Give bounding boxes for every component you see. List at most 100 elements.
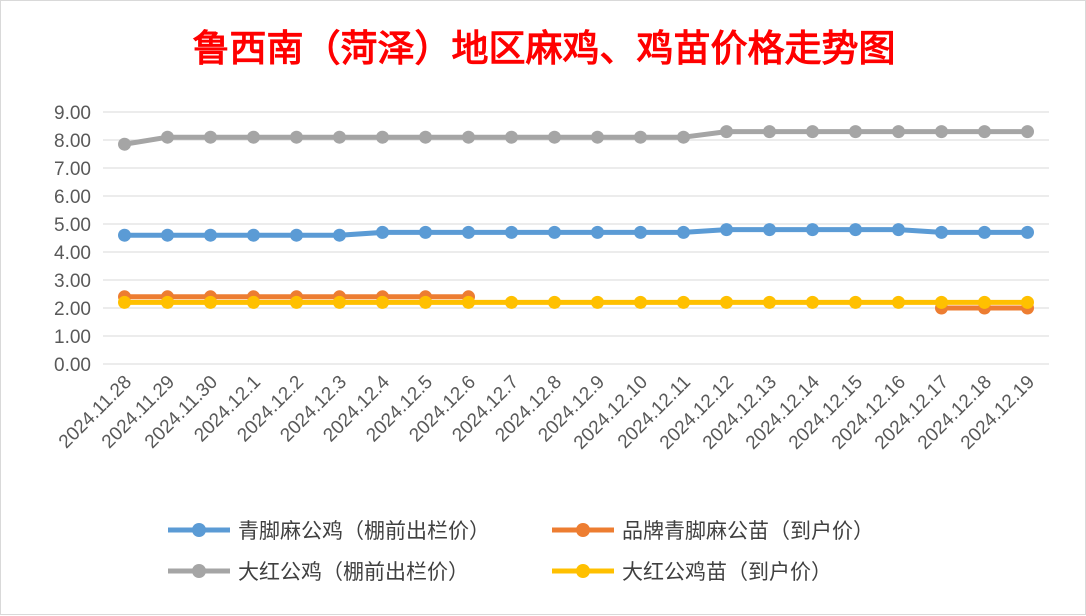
data-point: [505, 130, 518, 144]
series-line: [122, 227, 1030, 238]
legend-swatch-marker: [192, 564, 206, 578]
data-point: [634, 295, 647, 309]
data-point: [978, 225, 991, 239]
data-point: [247, 130, 260, 144]
data-point: [763, 125, 776, 139]
data-point: [892, 125, 905, 139]
series-3: [118, 295, 1034, 309]
data-point: [462, 295, 475, 309]
legend-swatch-marker: [192, 523, 206, 537]
data-point: [892, 223, 905, 237]
legend-item: 品牌青脚麻公苗（到户价）: [552, 519, 874, 543]
data-point: [1021, 125, 1034, 139]
data-point: [204, 228, 217, 242]
x-axis-ticks: 2024.11.282024.11.292024.11.302024.12.12…: [55, 371, 1039, 453]
gridlines: [103, 111, 1049, 365]
data-point: [333, 228, 346, 242]
data-point: [1021, 295, 1034, 309]
series-line: [122, 129, 1030, 147]
legend-label: 大红公鸡苗（到户价）: [622, 560, 832, 584]
y-tick-label: 4.00: [54, 243, 91, 264]
data-point: [591, 295, 604, 309]
data-point: [677, 295, 690, 309]
data-point: [161, 228, 174, 242]
legend-label: 品牌青脚麻公苗（到户价）: [622, 519, 874, 543]
y-tick-label: 7.00: [54, 159, 91, 180]
data-point: [376, 295, 389, 309]
y-tick-label: 5.00: [54, 215, 91, 236]
data-point: [462, 225, 475, 239]
data-point: [548, 130, 561, 144]
data-point: [978, 125, 991, 139]
data-point: [204, 295, 217, 309]
y-tick-label: 6.00: [54, 187, 91, 208]
data-point: [204, 130, 217, 144]
data-point: [247, 295, 260, 309]
data-point: [935, 225, 948, 239]
legend: 青脚麻公鸡（棚前出栏价） 品牌青脚麻公苗（到户价） 大红公鸡（棚前出栏价） 大红公鸡苗…: [168, 519, 874, 584]
data-point: [978, 295, 991, 309]
series-group: [118, 125, 1034, 315]
data-point: [849, 295, 862, 309]
y-axis-ticks: 0.00 1.00 2.00 3.00 4.00 5.00 6.00 7.00 8.00 9.00: [54, 103, 91, 376]
data-point: [720, 223, 733, 237]
data-point: [419, 295, 432, 309]
legend-label: 青脚麻公鸡（棚前出栏价）: [238, 519, 490, 543]
series-0: [118, 223, 1034, 242]
data-point: [634, 225, 647, 239]
data-point: [118, 228, 131, 242]
data-point: [376, 130, 389, 144]
legend-item: 大红公鸡（棚前出栏价）: [168, 560, 469, 584]
data-point: [720, 295, 733, 309]
data-point: [419, 130, 432, 144]
legend-swatch-marker: [576, 523, 590, 537]
y-tick-label: 8.00: [54, 131, 91, 152]
data-point: [247, 228, 260, 242]
data-point: [118, 295, 131, 309]
data-point: [591, 225, 604, 239]
data-point: [462, 130, 475, 144]
data-point: [634, 130, 647, 144]
data-point: [849, 223, 862, 237]
y-tick-label: 9.00: [54, 103, 91, 124]
data-point: [548, 295, 561, 309]
data-point: [677, 130, 690, 144]
legend-swatch-marker: [576, 564, 590, 578]
data-point: [161, 130, 174, 144]
data-point: [806, 125, 819, 139]
series-2: [118, 125, 1034, 151]
data-point: [763, 223, 776, 237]
data-point: [161, 295, 174, 309]
data-point: [333, 295, 346, 309]
data-point: [591, 130, 604, 144]
legend-item: 青脚麻公鸡（棚前出栏价）: [168, 519, 490, 543]
legend-item: 大红公鸡苗（到户价）: [552, 560, 832, 584]
y-tick-label: 2.00: [54, 299, 91, 320]
data-point: [290, 130, 303, 144]
data-point: [290, 295, 303, 309]
data-point: [720, 125, 733, 139]
y-tick-label: 3.00: [54, 271, 91, 292]
data-point: [290, 228, 303, 242]
data-point: [376, 225, 389, 239]
data-point: [419, 225, 432, 239]
data-point: [505, 295, 518, 309]
data-point: [892, 295, 905, 309]
data-point: [806, 295, 819, 309]
data-point: [548, 225, 561, 239]
y-tick-label: 0.00: [54, 355, 91, 376]
data-point: [333, 130, 346, 144]
chart-title: 鲁西南（菏泽）地区麻鸡、鸡苗价格走势图: [193, 26, 896, 70]
data-point: [849, 125, 862, 139]
legend-label: 大红公鸡（棚前出栏价）: [238, 560, 469, 584]
data-point: [677, 225, 690, 239]
data-point: [505, 225, 518, 239]
y-tick-label: 1.00: [54, 327, 91, 348]
data-point: [118, 137, 131, 151]
data-point: [1021, 225, 1034, 239]
data-point: [806, 223, 819, 237]
data-point: [935, 125, 948, 139]
data-point: [763, 295, 776, 309]
